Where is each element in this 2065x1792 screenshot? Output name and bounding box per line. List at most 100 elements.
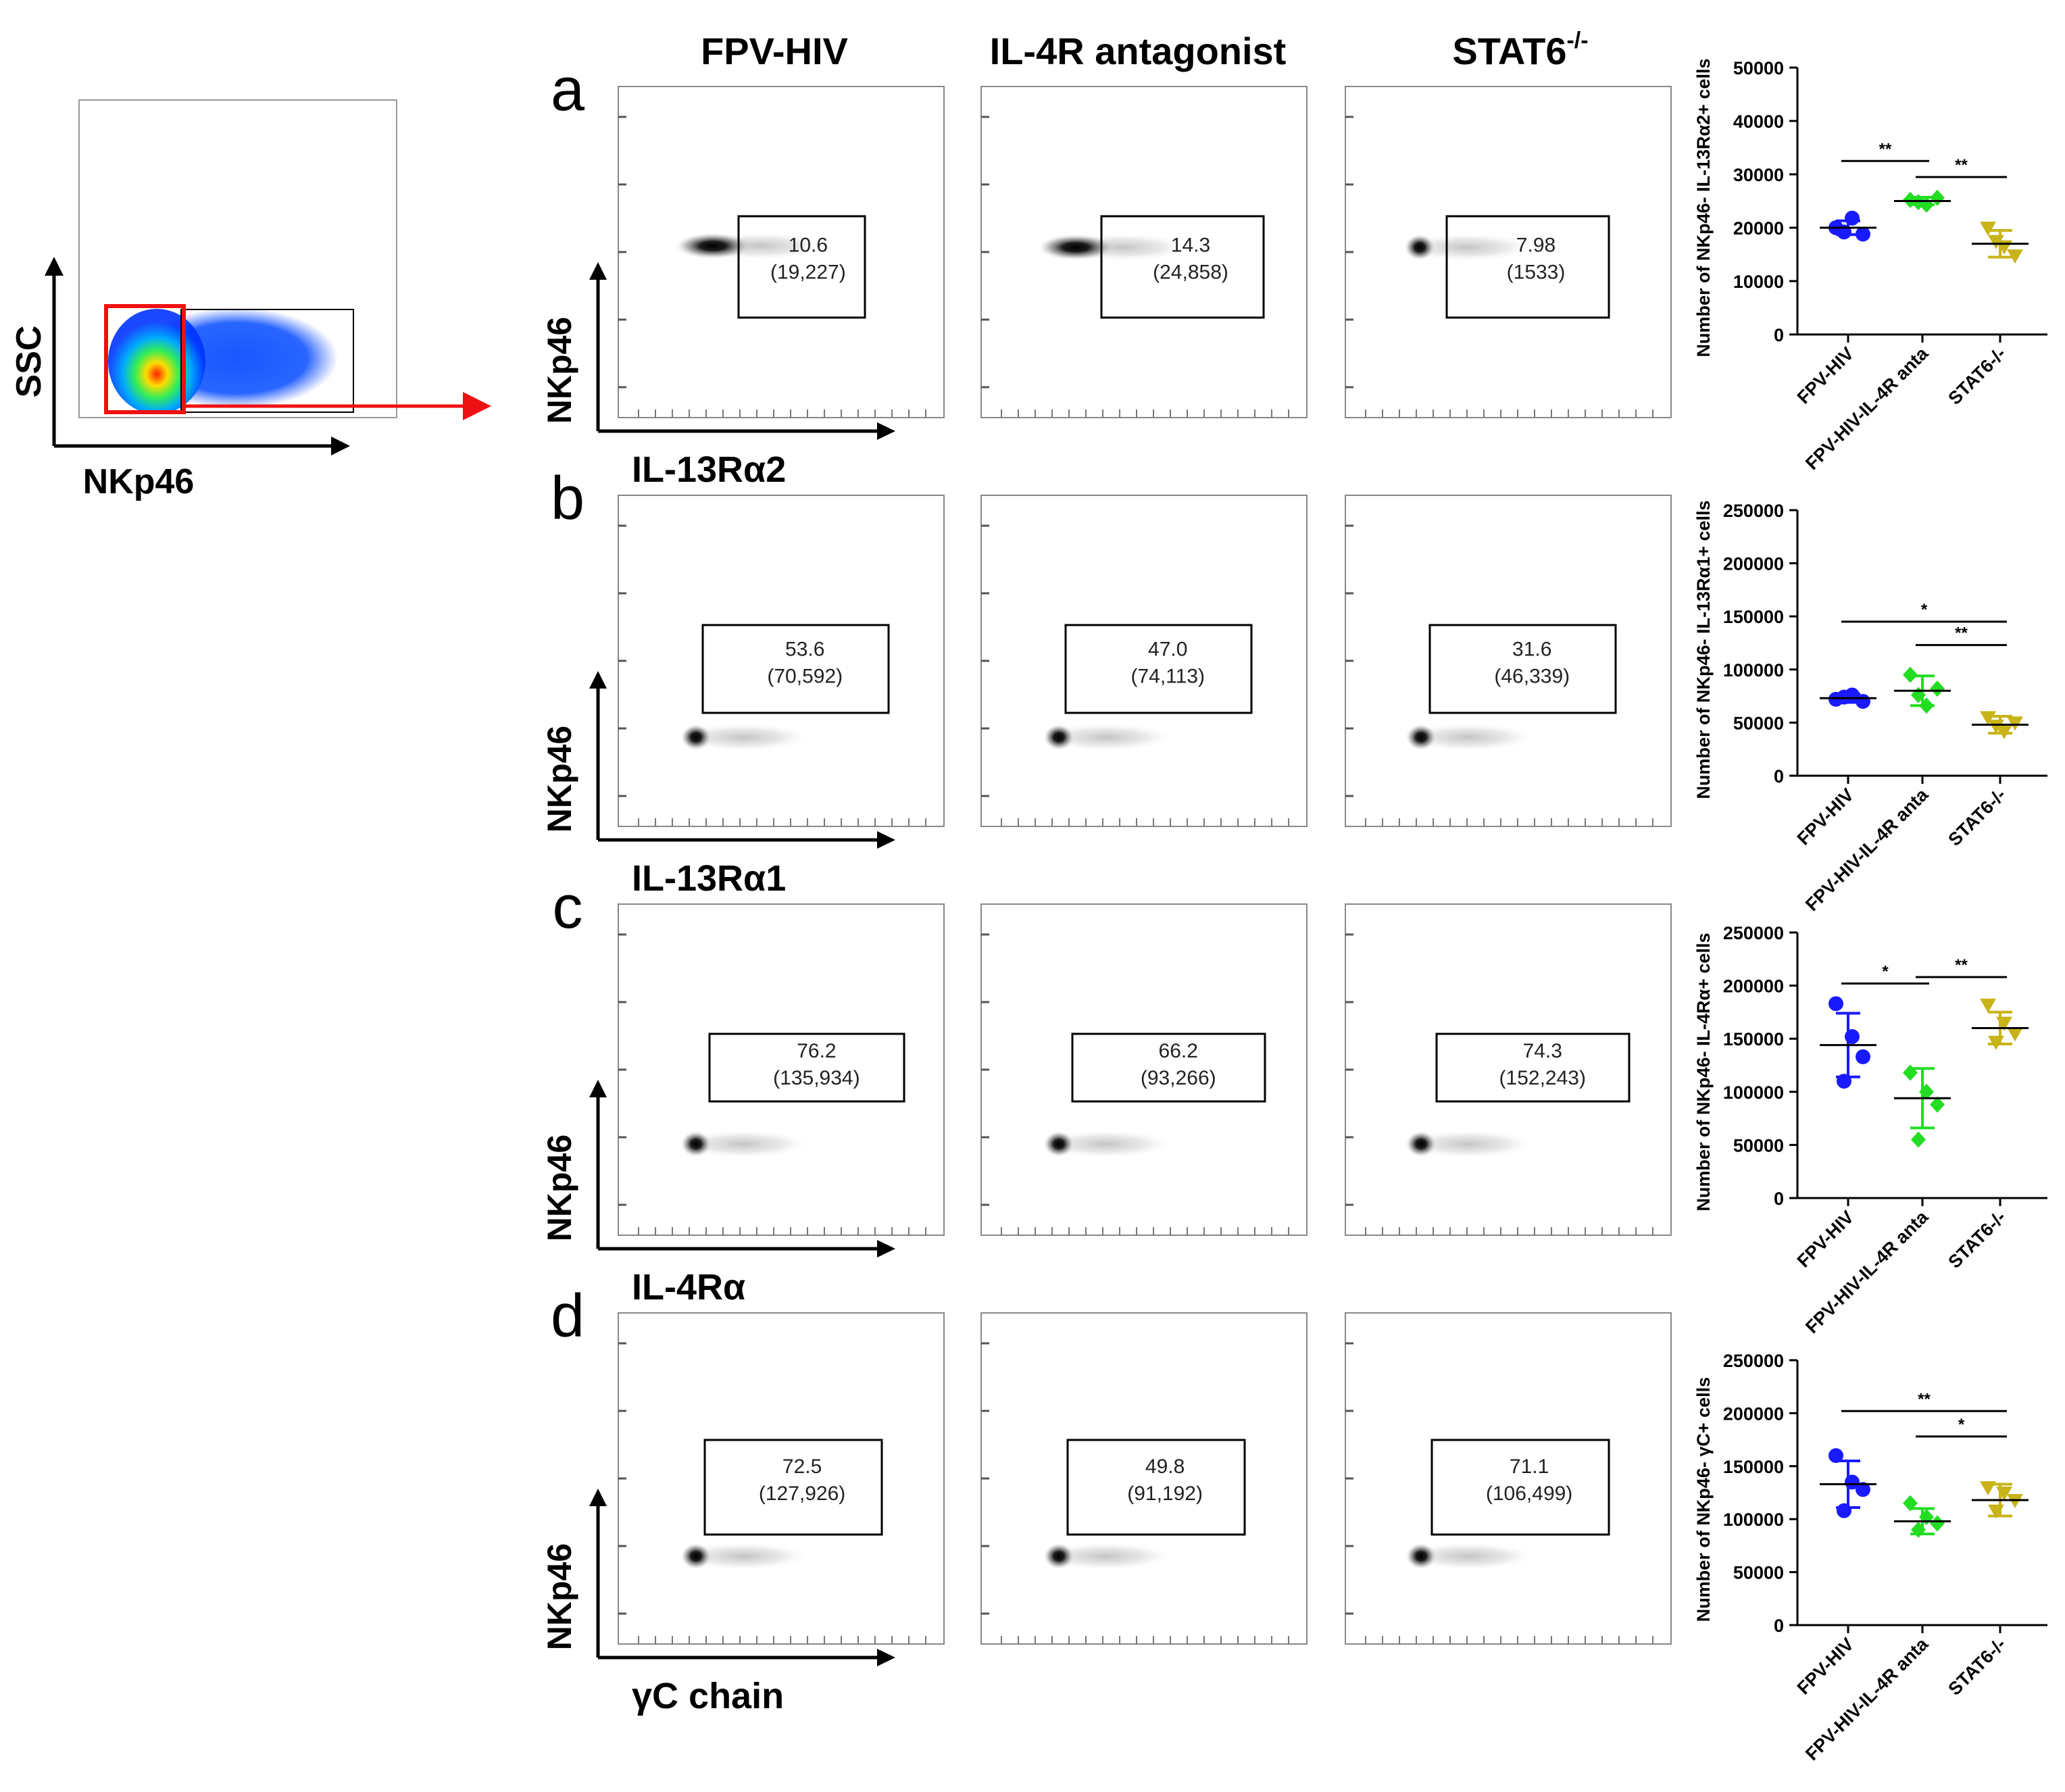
gating-black-gate	[180, 309, 354, 413]
gate-percent: 7.98	[1516, 234, 1556, 257]
data-point	[1837, 1503, 1851, 1518]
gating-x-label: NKp46	[83, 462, 195, 501]
summary-chart: 0 50000 100000 150000 200000 250000 Number of …	[1693, 923, 2047, 1337]
chart-y-tick-label: 20000	[1733, 218, 1784, 239]
chart-y-tick-label: 10000	[1733, 272, 1784, 292]
row-letter: a	[551, 56, 585, 124]
chart-y-tick-label: 50000	[1733, 713, 1784, 733]
chart-y-label: Number of NKp46- IL-13Rα2+ cells	[1693, 59, 1714, 357]
gate-percent: 31.6	[1512, 639, 1551, 661]
data-point	[1980, 711, 1996, 726]
gate-percent: 49.8	[1145, 1455, 1185, 1478]
gate-percent: 10.6	[789, 234, 828, 257]
column-headers: FPV-HIV IL-4R antagonist STAT6-/-	[701, 28, 1588, 72]
row-letter: d	[551, 1283, 584, 1350]
data-point	[1903, 666, 1918, 683]
flow-gate	[708, 1032, 905, 1103]
chart-x-tick-label: FPV-HIV-IL-4R anta	[1801, 1206, 1933, 1337]
chart-series	[1820, 996, 1876, 1089]
flow-y-arrowhead	[589, 262, 607, 280]
chart-x-tick-label: STAT6-/-	[1944, 1634, 2010, 1699]
chart-x-tick-label: FPV-HIV-IL-4R anta	[1801, 1633, 1933, 1764]
significance-label: *	[1921, 601, 1928, 619]
chart-y-tick-label: 50000	[1733, 58, 1784, 78]
flow-panel: 49.8 (91,192)	[980, 1312, 1308, 1645]
gating-cloud-left	[108, 309, 205, 414]
chart-series	[1820, 210, 1876, 242]
gate-count: (70,592)	[767, 666, 843, 688]
data-point	[1856, 1049, 1870, 1064]
density-tail	[1042, 1543, 1170, 1570]
chart-x-tick-label: FPV-HIV	[1793, 785, 1858, 849]
flow-x-arrowhead	[877, 422, 895, 440]
gate-count: (106,499)	[1486, 1483, 1572, 1505]
gating-x-arrowhead	[331, 437, 350, 455]
data-point	[1980, 222, 1996, 236]
density-core	[1406, 1131, 1436, 1157]
flow-panel: 71.1 (106,499)	[1345, 1312, 1672, 1645]
chart-y-tick-label: 0	[1774, 1616, 1784, 1636]
gate-count: (46,339)	[1494, 666, 1570, 688]
density-core	[1044, 1131, 1074, 1157]
column-header-stat6-superscript: -/-	[1566, 28, 1588, 53]
chart-x-tick-label: STAT6-/-	[1944, 1207, 2010, 1272]
gating-plot: SSC NKp46	[9, 99, 491, 501]
density-core	[1406, 724, 1436, 750]
significance-label: **	[1918, 1390, 1931, 1408]
significance-label: *	[1882, 962, 1889, 980]
chart-y-tick-label: 200000	[1723, 976, 1784, 997]
gate-percent: 76.2	[797, 1040, 836, 1062]
density-tail	[1042, 724, 1170, 751]
density-tail	[1404, 724, 1533, 751]
flow-gate	[1428, 624, 1617, 714]
chart-y-tick-label: 50000	[1733, 1563, 1784, 1583]
density-core	[681, 1131, 711, 1157]
chart-y-tick-label: 150000	[1723, 1457, 1784, 1477]
chart-y-tick-label: 0	[1774, 325, 1784, 345]
data-point	[1845, 1474, 1860, 1490]
flow-x-arrowhead	[877, 831, 895, 849]
gate-percent: 66.2	[1159, 1040, 1198, 1062]
significance-label: **	[1879, 140, 1892, 158]
data-point	[1988, 1035, 2004, 1050]
flow-panel: 72.5 (127,926)	[618, 1312, 945, 1645]
flow-gate	[1445, 215, 1610, 319]
data-point	[1988, 234, 2004, 249]
significance-label: *	[1958, 1416, 1965, 1434]
flow-panel: 7.98 (1533)	[1345, 86, 1672, 418]
data-point	[2007, 249, 2023, 264]
density-core	[1044, 724, 1074, 750]
flow-rows: a NKp46 IL-13Rα2 10.6 (19,227) 14.3 (24,858) 7.…	[541, 56, 1672, 1716]
summary-charts: 0 10000 20000 30000 40000 50000 Number of NKp4…	[1693, 58, 2047, 1764]
chart-y-tick-label: 200000	[1723, 1403, 1784, 1424]
data-point	[1837, 689, 1851, 705]
flow-x-label: IL-13Rα1	[632, 858, 786, 899]
flow-x-arrowhead	[877, 1649, 895, 1666]
density-tail	[1404, 1130, 1533, 1158]
flow-gate	[1100, 215, 1265, 319]
chart-y-tick-label: 100000	[1723, 1510, 1784, 1530]
flow-gate	[1071, 1032, 1266, 1103]
flow-gate	[1066, 1439, 1246, 1536]
flow-gate	[701, 624, 890, 714]
chart-y-tick-label: 30000	[1733, 165, 1784, 185]
data-point	[1911, 1131, 1926, 1148]
chart-y-tick-label: 250000	[1723, 501, 1784, 521]
flow-panel: 53.6 (70,592)	[618, 495, 945, 827]
chart-series	[1972, 222, 2029, 264]
flow-y-arrowhead	[589, 1489, 607, 1506]
gating-red-arrowhead	[463, 392, 491, 420]
chart-series	[1972, 998, 2029, 1050]
density-core	[1406, 1543, 1436, 1569]
chart-series	[1820, 1448, 1876, 1518]
data-point	[1988, 720, 2004, 735]
chart-series	[1972, 711, 2029, 739]
chart-series	[1894, 666, 1951, 714]
chart-series	[1894, 1064, 1951, 1148]
flow-x-label: IL-13Rα2	[632, 449, 786, 490]
density-tail	[1403, 234, 1531, 261]
density-tail	[1404, 1543, 1533, 1570]
gating-y-label: SSC	[9, 326, 49, 398]
summary-chart: 0 10000 20000 30000 40000 50000 Number of NKp4…	[1693, 58, 2047, 474]
